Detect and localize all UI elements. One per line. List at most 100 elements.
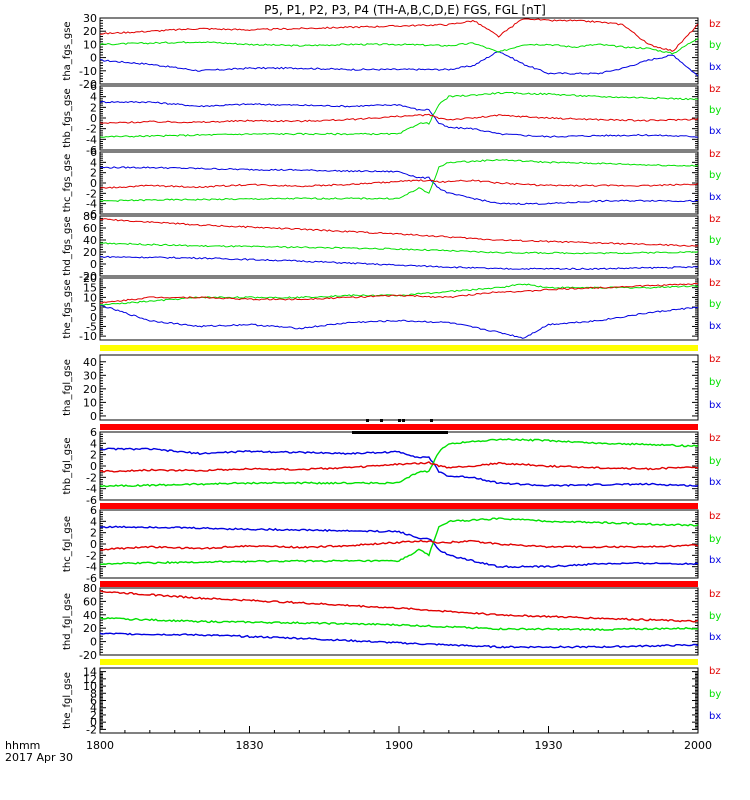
- panel-frame: [99, 85, 699, 151]
- legend-by: by: [709, 170, 721, 181]
- y-tick-label: 6: [90, 695, 97, 708]
- panel-frame: [99, 17, 699, 85]
- y-tick-label: -5: [86, 320, 97, 333]
- legend-bx: bx: [709, 477, 721, 488]
- y-tick-label: -10: [79, 330, 97, 343]
- series-bz: [99, 18, 699, 53]
- y-tick-label: 4: [90, 91, 97, 104]
- series-bz: [99, 589, 699, 623]
- y-tick-label: 0: [90, 636, 97, 649]
- legend-bz: bz: [709, 666, 721, 677]
- y-tick-label: -4: [86, 198, 97, 211]
- y-tick-label: 2: [90, 449, 97, 462]
- x-tick-label: 1900: [385, 739, 413, 752]
- y-tick-label: 20: [83, 622, 97, 635]
- y-tick-label: 10: [83, 680, 97, 693]
- series-bz: [99, 539, 699, 551]
- y-axis-label: thc_fgl_gse: [62, 516, 73, 572]
- series-bx: [99, 166, 698, 205]
- y-tick-label: -20: [79, 270, 97, 283]
- y-tick-label: -2: [86, 723, 97, 736]
- y-tick-label: -2: [86, 471, 97, 484]
- y-tick-label: -6: [86, 144, 97, 157]
- legend-bx: bx: [709, 321, 721, 332]
- legend-bz: bz: [709, 149, 721, 160]
- series-by: [99, 37, 699, 55]
- y-tick-label: 40: [83, 234, 97, 247]
- y-tick-label: -2: [86, 187, 97, 200]
- legend-by: by: [709, 105, 721, 116]
- status-bar-yellow: [100, 345, 698, 351]
- panel-frame: [99, 354, 699, 421]
- legend-bz: bz: [709, 511, 721, 522]
- y-tick-label: -10: [79, 65, 97, 78]
- y-tick-label: 0: [90, 311, 97, 324]
- y-axis-label: tha_fgs_gse: [62, 21, 73, 80]
- series-bz: [99, 283, 699, 304]
- y-tick-label: 12: [83, 673, 97, 686]
- status-bar-red: [100, 503, 698, 509]
- legend-bz: bz: [709, 354, 721, 365]
- y-tick-label: 0: [90, 538, 97, 551]
- y-tick-label: 20: [83, 272, 97, 285]
- y-tick-label: -2: [86, 549, 97, 562]
- legend-bz: bz: [709, 19, 721, 30]
- series-bz: [99, 179, 699, 189]
- y-tick-label: 4: [90, 702, 97, 715]
- y-tick-label: 4: [90, 156, 97, 169]
- y-tick-label: -6: [86, 494, 97, 507]
- y-tick-label: 0: [90, 716, 97, 729]
- burst-mode-marker: [380, 419, 383, 422]
- y-tick-label: 80: [83, 210, 97, 223]
- legend-by: by: [709, 689, 721, 700]
- legend-bx: bx: [709, 632, 721, 643]
- y-tick-label: 2: [90, 101, 97, 114]
- y-tick-label: 6: [90, 426, 97, 439]
- legend-bx: bx: [709, 62, 721, 73]
- series-bx: [99, 100, 699, 138]
- y-tick-label: -4: [86, 483, 97, 496]
- legend-by: by: [709, 377, 721, 388]
- legend-by: by: [709, 534, 721, 545]
- legend-by: by: [709, 299, 721, 310]
- y-axis-label: the_fgs_gse: [62, 279, 73, 338]
- y-tick-label: -6: [86, 208, 97, 221]
- y-tick-label: 4: [90, 515, 97, 528]
- series-bx: [99, 255, 699, 271]
- x-axis: 1800 1830 1900 1930 2000: [86, 726, 712, 752]
- y-tick-label: 0: [90, 52, 97, 65]
- x-tick-label: 1800: [86, 739, 114, 752]
- series-bx: [99, 51, 699, 77]
- panel-frame: [99, 667, 699, 734]
- status-bar-red: [100, 581, 698, 587]
- y-tick-label: 60: [83, 222, 97, 235]
- series-bx: [99, 525, 699, 569]
- legend-by: by: [709, 235, 721, 246]
- series-bx: [99, 632, 699, 649]
- series-bz: [99, 218, 698, 247]
- y-tick-label: 0: [90, 177, 97, 190]
- legend-bz: bz: [709, 433, 721, 444]
- legend-by: by: [709, 611, 721, 622]
- y-tick-label: -4: [86, 561, 97, 574]
- y-tick-label: 10: [83, 38, 97, 51]
- y-tick-label: 0: [90, 460, 97, 473]
- series-bx: [99, 447, 699, 487]
- legend-bx: bx: [709, 400, 721, 411]
- series-bx: [99, 304, 699, 339]
- y-tick-label: 4: [90, 437, 97, 450]
- y-axis-label: tha_fgl_gse: [62, 359, 73, 416]
- y-tick-label: 2: [90, 167, 97, 180]
- y-tick-label: 80: [83, 582, 97, 595]
- series-by: [99, 617, 698, 632]
- panel-frame: [99, 151, 699, 215]
- series-by: [99, 91, 699, 138]
